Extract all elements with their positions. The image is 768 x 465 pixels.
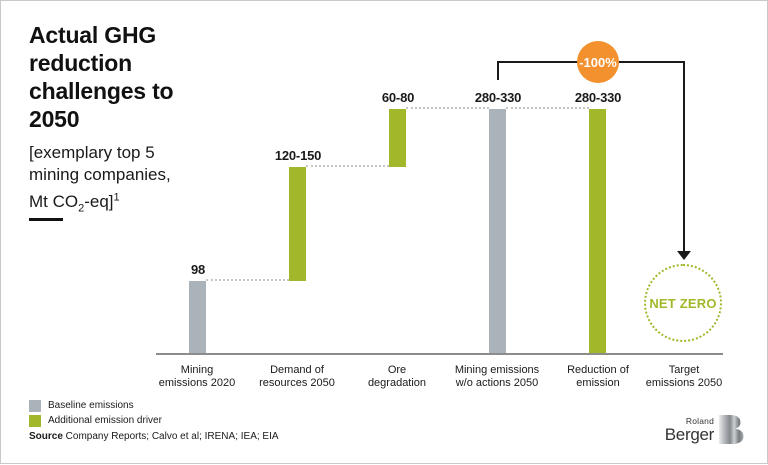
page-subtitle: [exemplary top 5 mining companies, Mt CO… (29, 142, 171, 219)
subscript-2: 2 (78, 202, 85, 215)
category-label: Mining emissions 2020 (158, 364, 236, 389)
footnote-marker: 1 (113, 191, 120, 203)
value-label: 60-80 (381, 90, 415, 105)
value-label: 98 (190, 262, 206, 277)
page-title: Actual GHG reduction challenges to 2050 (29, 22, 174, 132)
category-label: Target emissions 2050 (645, 364, 723, 389)
reduction-badge: -100% (577, 41, 619, 83)
source-note: Source Company Reports; Calvo et al; IRE… (29, 431, 279, 442)
legend-item-baseline: Baseline emissions (29, 398, 162, 413)
source-text: Company Reports; Calvo et al; IRENA; IEA… (62, 431, 279, 442)
subtitle-line: mining companies, (29, 165, 171, 184)
subtitle-line: [exemplary top 5 (29, 143, 155, 162)
category-label: Demand of resources 2050 (259, 364, 335, 389)
source-prefix: Source (29, 431, 63, 442)
bar-ore-degradation (389, 109, 406, 167)
net-zero-target-circle: NET ZERO (644, 264, 722, 342)
value-label: 120-150 (274, 148, 322, 163)
legend-label: Baseline emissions (48, 400, 134, 411)
roland-berger-b-icon (719, 415, 744, 444)
bar-demand-of-resources-2050 (289, 167, 306, 281)
roland-berger-logo: Roland Berger (665, 415, 744, 444)
arrow-down-icon (677, 251, 691, 260)
subtitle-line: Mt CO2-eq]1 (29, 191, 120, 215)
bar-mining-emissions-wo-actions-2050 (489, 109, 506, 353)
title-underline-dash (29, 218, 63, 221)
bar-reduction-of-emission (589, 109, 606, 353)
logo-wordmark: Roland Berger (664, 416, 715, 444)
value-label: 280-330 (474, 90, 522, 105)
legend-label: Additional emission driver (48, 415, 162, 426)
x-axis-line (156, 353, 723, 355)
dotted-connector (406, 107, 489, 109)
dotted-connector (506, 107, 589, 109)
logo-roland-text: Roland (685, 416, 714, 426)
dotted-connector (306, 165, 389, 167)
legend-swatch-gray (29, 399, 41, 412)
category-label: Reduction of emission (567, 364, 629, 389)
legend-swatch-green (29, 414, 41, 427)
legend-item-driver: Additional emission driver (29, 413, 162, 428)
category-label: Ore degradation (367, 364, 427, 389)
bracket-left-tick (497, 61, 499, 80)
logo-berger-text: Berger (664, 425, 715, 444)
category-label: Mining emissions w/o actions 2050 (454, 364, 540, 389)
bar-mining-emissions-2020 (189, 281, 206, 353)
legend: Baseline emissions Additional emission d… (29, 398, 162, 428)
dotted-connector (206, 279, 289, 281)
value-label: 280-330 (574, 90, 622, 105)
arrow-vertical-line (683, 61, 685, 251)
